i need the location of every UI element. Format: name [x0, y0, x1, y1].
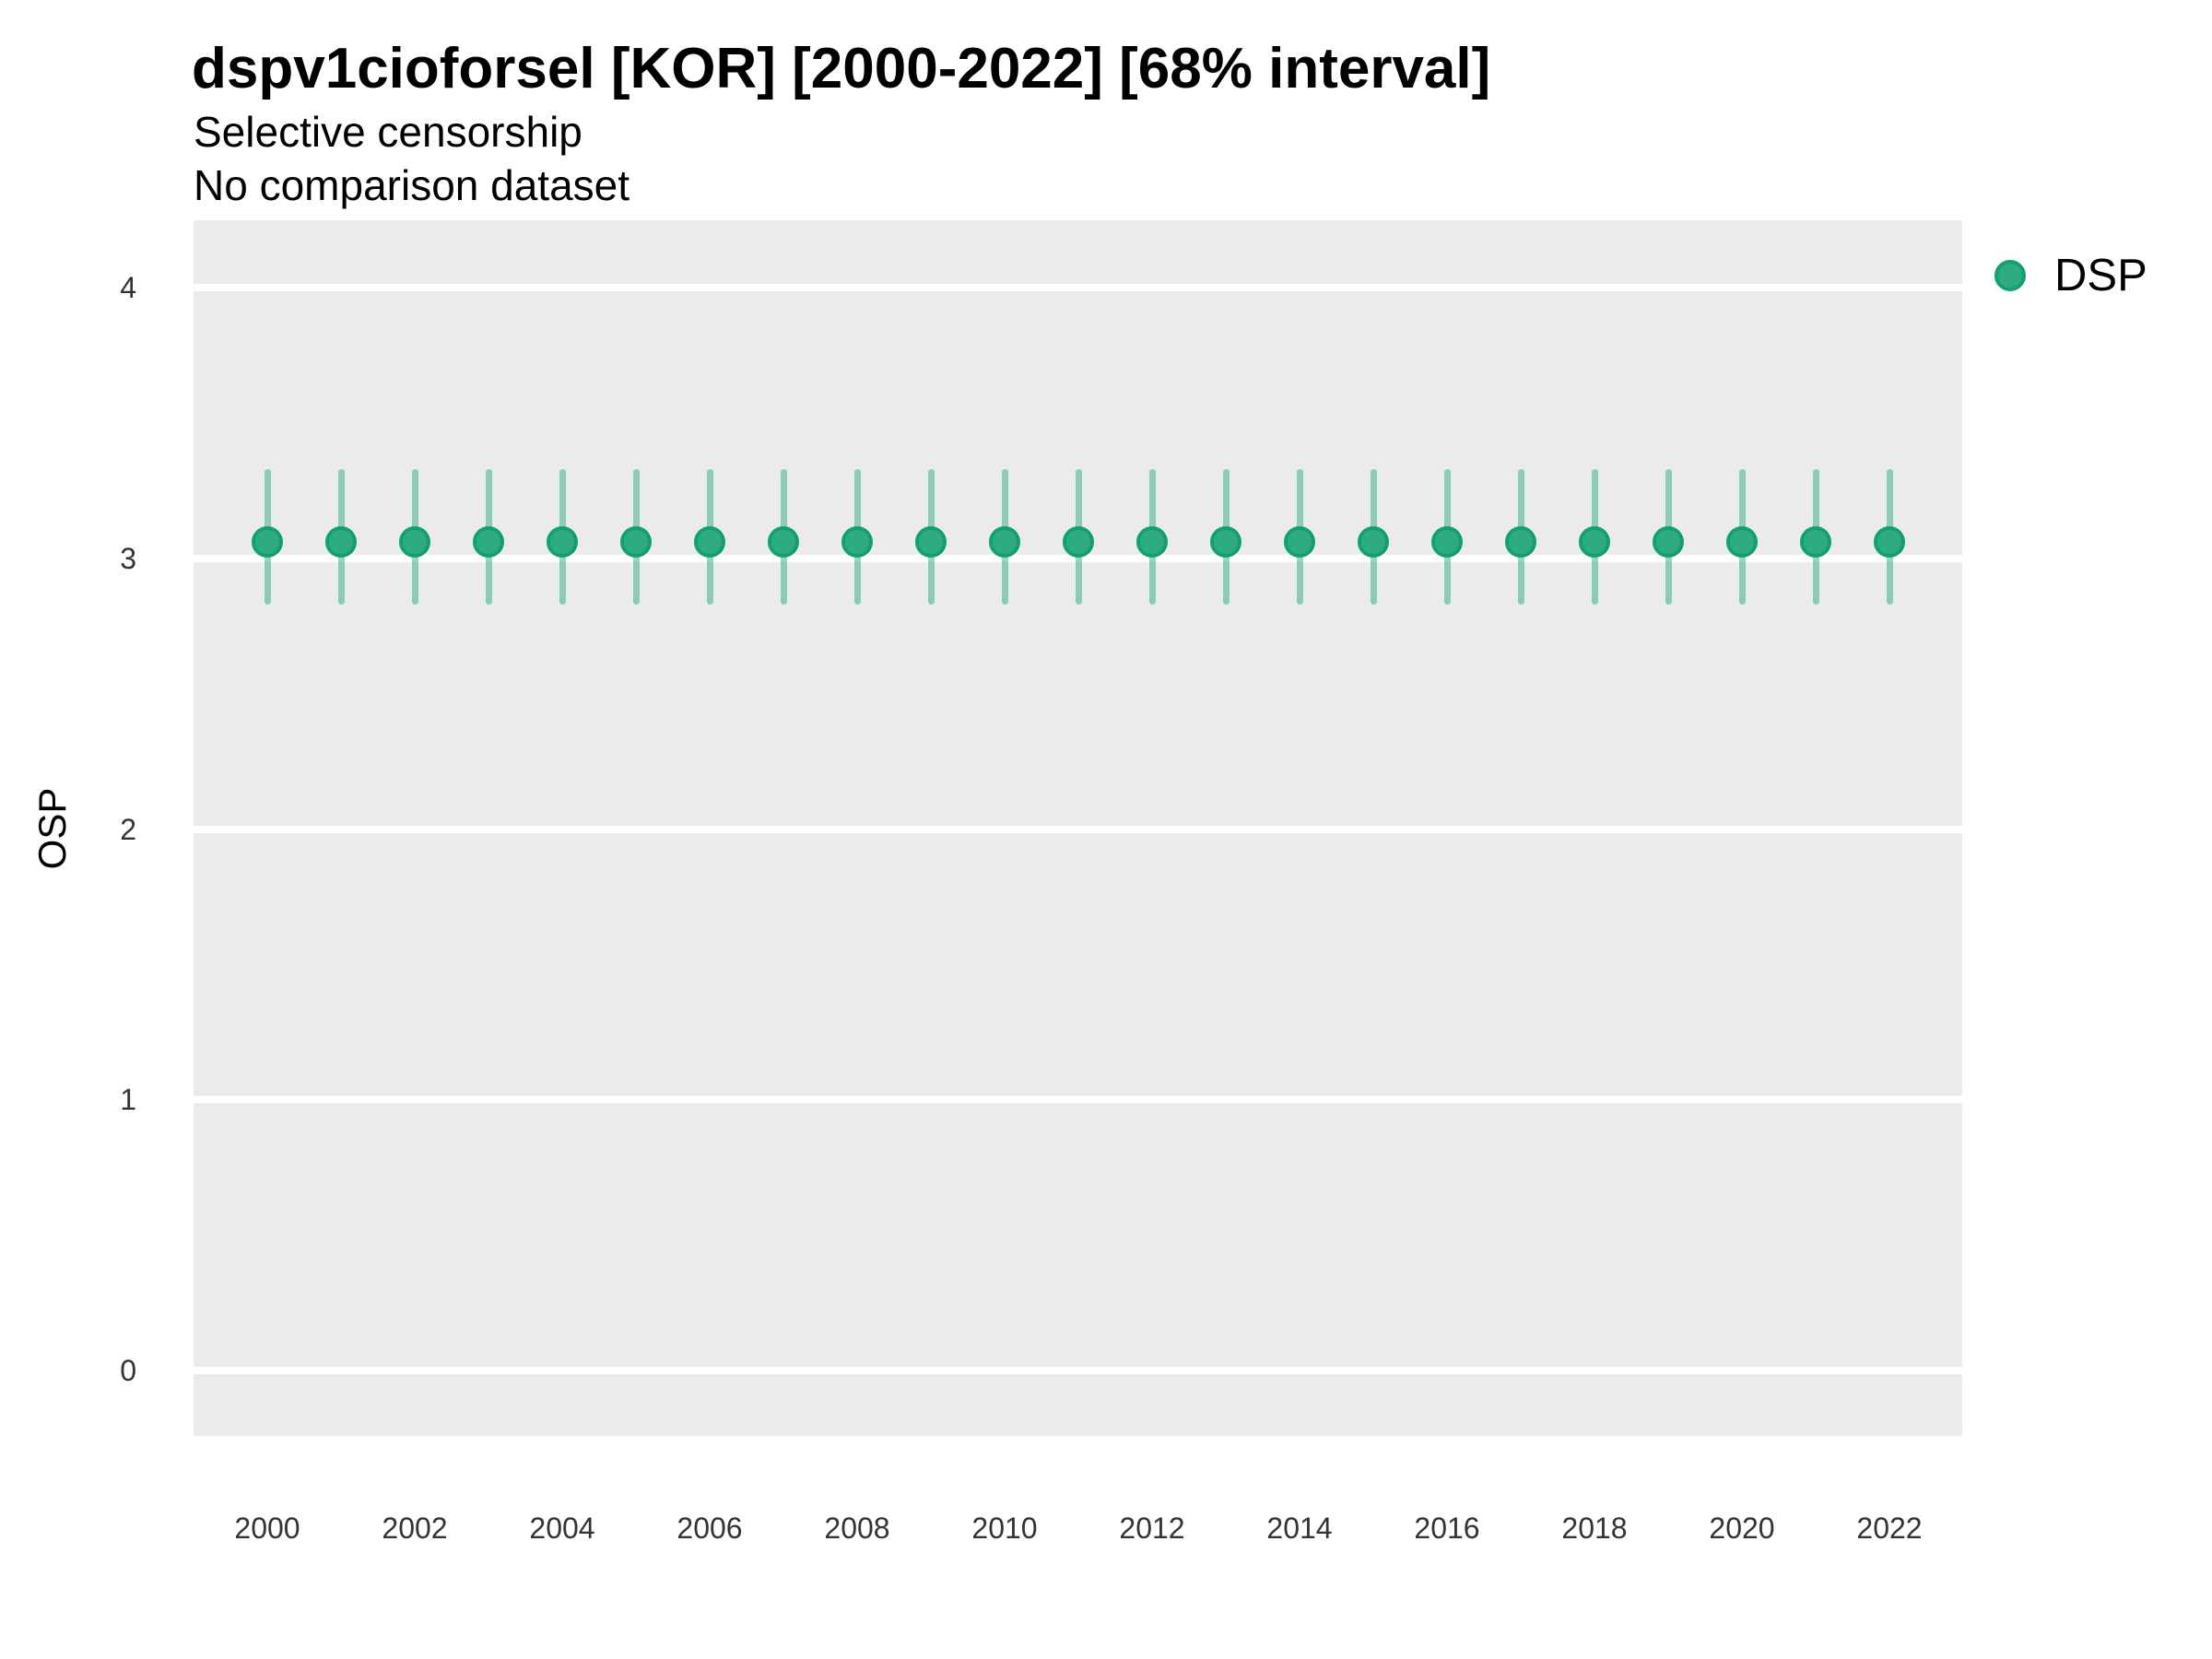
data-point-marker — [1136, 526, 1168, 559]
data-point-marker — [620, 526, 652, 559]
y-tick-label: 1 — [120, 1083, 136, 1117]
y-gridline — [194, 284, 1962, 291]
data-point-marker — [1579, 526, 1610, 559]
data-point-marker — [1358, 526, 1389, 559]
y-tick-label: 0 — [120, 1354, 136, 1387]
y-tick-label: 4 — [120, 271, 136, 304]
x-tick-label: 2016 — [1414, 1512, 1480, 1545]
data-point-marker — [768, 526, 799, 559]
x-tick-label: 2008 — [824, 1512, 890, 1545]
data-point-marker — [1653, 526, 1684, 559]
data-point-marker — [694, 526, 725, 559]
x-tick-label: 2004 — [529, 1512, 595, 1545]
x-tick-label: 2002 — [382, 1512, 448, 1545]
y-tick-label: 2 — [120, 812, 136, 846]
y-gridline — [194, 1096, 1962, 1104]
legend: DSP — [1994, 251, 2147, 300]
data-point-marker — [399, 526, 430, 559]
x-tick-label: 2006 — [677, 1512, 743, 1545]
x-tick-label: 2000 — [234, 1512, 300, 1545]
data-point-marker — [1210, 526, 1241, 559]
data-point-marker — [1284, 526, 1315, 559]
data-point-marker — [1800, 526, 1831, 559]
legend-label: DSP — [2054, 251, 2147, 300]
plot-panel — [194, 220, 1962, 1436]
x-tick-label: 2022 — [1856, 1512, 1923, 1545]
data-point-marker — [1431, 526, 1463, 559]
chart-subtitle: Selective censorship — [194, 108, 582, 156]
x-tick-label: 2010 — [971, 1512, 1038, 1545]
chart-title: dspv1cioforsel [KOR] [2000-2022] [68% in… — [192, 37, 1491, 100]
x-tick-label: 2018 — [1561, 1512, 1628, 1545]
data-point-marker — [1726, 526, 1758, 559]
x-tick-label: 2012 — [1119, 1512, 1185, 1545]
data-point-marker — [1505, 526, 1536, 559]
data-point-marker — [841, 526, 873, 559]
y-gridline — [194, 1367, 1962, 1374]
y-gridline — [194, 825, 1962, 833]
x-tick-label: 2020 — [1709, 1512, 1775, 1545]
data-point-marker — [915, 526, 947, 559]
data-point-marker — [547, 526, 578, 559]
x-tick-label: 2014 — [1266, 1512, 1333, 1545]
data-point-marker — [1063, 526, 1094, 559]
legend-point-icon — [1994, 260, 2026, 291]
data-point-marker — [1874, 526, 1905, 559]
data-point-marker — [325, 526, 357, 559]
chart-note: No comparison dataset — [194, 161, 630, 209]
data-point-marker — [989, 526, 1020, 559]
data-point-marker — [252, 526, 283, 559]
y-tick-label: 3 — [120, 541, 136, 575]
data-point-marker — [473, 526, 504, 559]
